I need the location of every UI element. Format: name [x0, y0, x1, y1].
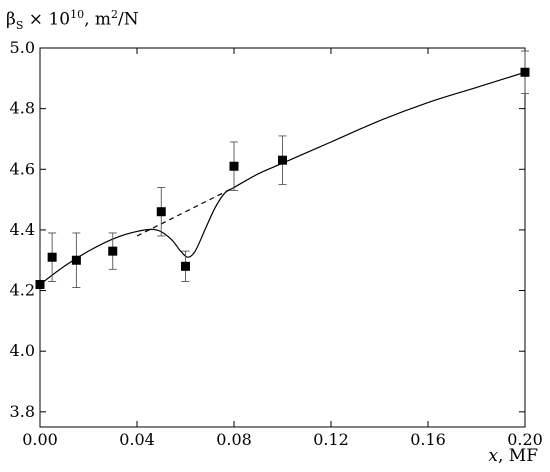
error-bars: [48, 50, 529, 288]
data-point: [108, 246, 118, 256]
x-axis-label: x, MF: [488, 446, 538, 466]
y-tick-label: 4.6: [10, 159, 35, 178]
y-tick-label: 3.8: [10, 402, 35, 421]
data-point: [229, 161, 239, 171]
data-point: [35, 279, 45, 289]
x-ticks: 0.00 0.04 0.08 0.12 0.16 0.20: [22, 48, 543, 449]
y-ticks: 3.8 4.0 4.2 4.4 4.6 4.8 5.0: [10, 38, 525, 421]
data-point: [47, 252, 57, 262]
data-point: [520, 67, 530, 77]
data-point: [156, 207, 166, 217]
data-point: [71, 255, 81, 265]
x-tick-label: 0.16: [410, 430, 446, 449]
data-points: [35, 67, 530, 289]
y-tick-label: 4.8: [10, 99, 35, 118]
y-axis-label: βS × 1010, m2/N: [6, 8, 139, 33]
fit-curves: [39, 71, 526, 285]
plot-frame: [39, 47, 526, 428]
x-tick-label: 0.00: [22, 430, 58, 449]
data-point: [278, 155, 287, 165]
y-tick-label: 5.0: [10, 38, 35, 57]
y-tick-label: 4.2: [10, 281, 35, 300]
fit-curve: [39, 71, 526, 285]
y-tick-label: 4.0: [10, 341, 35, 360]
data-point: [181, 261, 190, 271]
y-tick-label: 4.4: [10, 220, 35, 239]
x-tick-label: 0.04: [119, 430, 155, 449]
x-tick-label: 0.08: [216, 430, 252, 449]
x-tick-label: 0.20: [507, 430, 543, 449]
dashed-curve: [136, 186, 235, 237]
x-tick-label: 0.12: [313, 430, 349, 449]
